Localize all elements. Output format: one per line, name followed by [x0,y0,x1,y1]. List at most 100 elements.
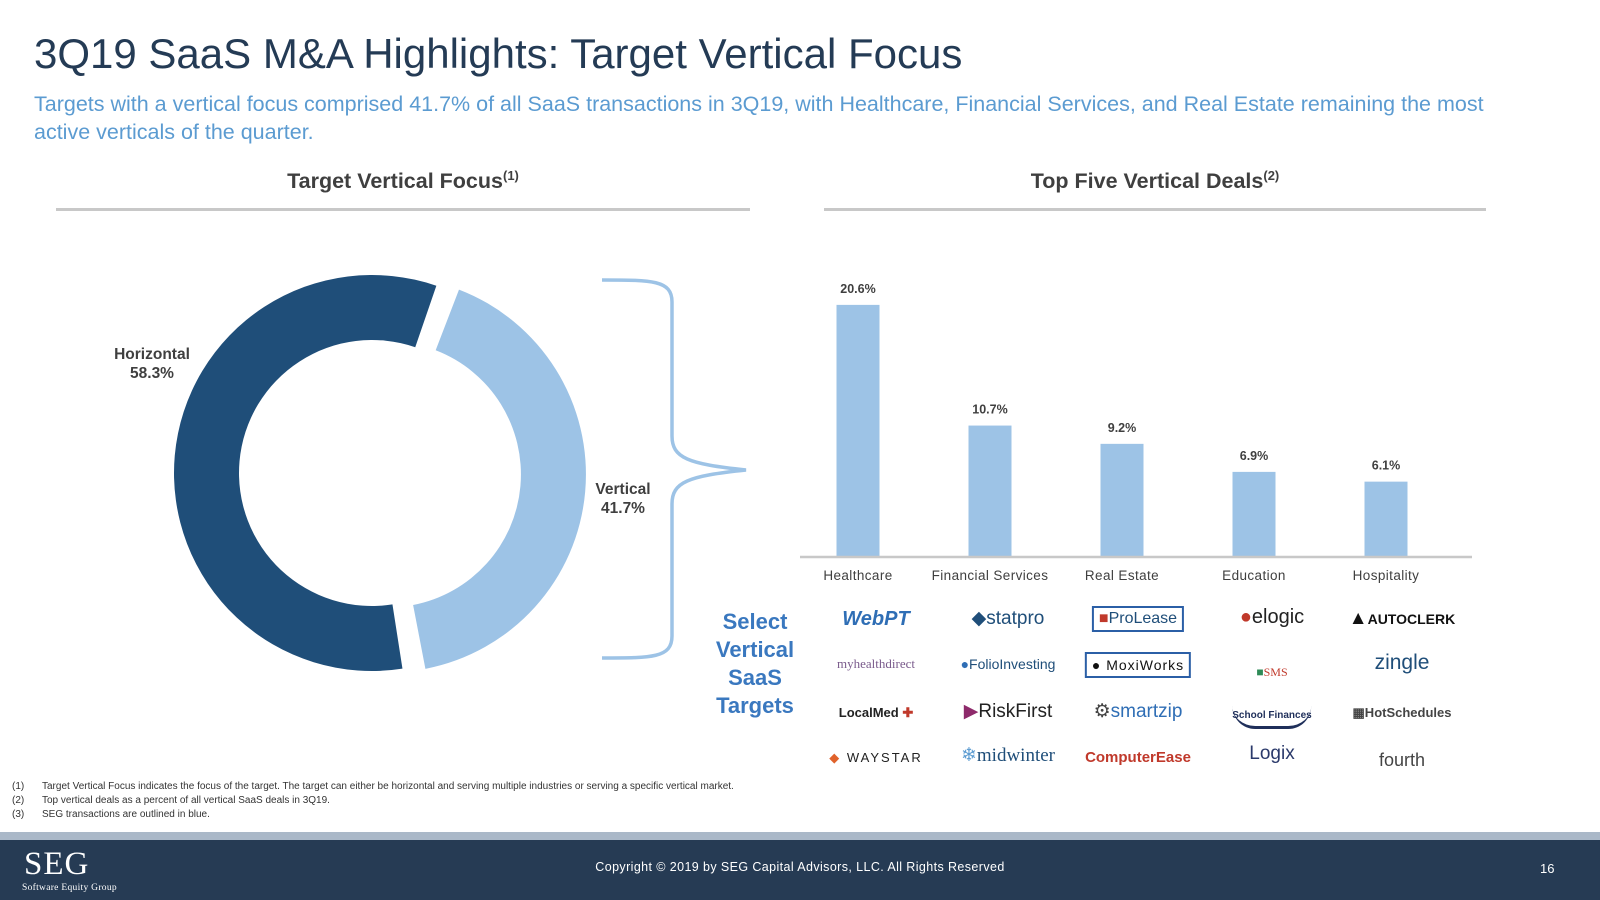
horizontal-slice-value: 58.3% [130,365,174,382]
autoclerk-logo: ▲AUTOCLERK [1349,609,1455,629]
donut-slice-vertical [413,289,586,669]
page-subtitle: Targets with a vertical focus comprised … [34,92,1484,144]
sms-blocks-icon: ■ [1256,665,1264,679]
vertical-slice-name: Vertical [595,481,651,498]
footnote-1: (1) Target Vertical Focus indicates the f… [12,780,734,794]
riskfirst-arrow-icon: ▶ [963,701,979,722]
folio-circle-icon: ● [960,656,970,672]
smartzip-logo-text: smartzip [1110,701,1183,722]
bar-chart: 20.6% Healthcare 10.7% Financial Services 9.… [800,282,1472,583]
horizontal-slice-label: Horizontal 58.3% [92,345,212,383]
autoclerk-logo-text: AUTOCLERK [1367,611,1456,627]
select-targets-label: Select Vertical SaaS Targets [715,609,795,718]
page-number: 16 [1540,861,1555,876]
elogic-logo: ●elogic [1240,607,1304,627]
footer-band [0,832,1600,840]
elogic-apple-icon: ● [1239,606,1252,628]
vertical-slice-value: 41.7% [601,500,645,517]
footnote-3: (3) SEG transactions are outlined in blue… [12,808,734,822]
hotschedules-grid-icon: ▦ [1352,705,1365,720]
moxiworks-circle-icon: ● [1091,657,1102,673]
sms-logo-text: SMS [1263,665,1288,679]
statpro-logo: ◆statpro [972,609,1045,629]
smartzip-logo: ⚙smartzip [1094,702,1183,722]
donut-slices [174,274,586,671]
computerease-logo: ComputerEase [1085,749,1191,766]
footnote-text: Target Vertical Focus indicates the focu… [42,781,734,792]
webpt-logo: WebPT [842,608,910,630]
donut-section-title-text: Target Vertical Focus [287,169,503,194]
localmed-logo: LocalMed ✚ [839,703,914,723]
category-label: Education [1222,568,1286,583]
category-label: Financial Services [932,568,1049,583]
waystar-star-icon: ◆ [829,750,842,765]
prolease-logo: ■ProLease [1091,606,1185,632]
fourth-logo: fourth [1378,750,1426,770]
bar-value-label: 6.9% [1240,449,1269,463]
folio-logo-text: FolioInvesting [969,656,1056,672]
folio-logo: ●FolioInvesting [961,654,1056,674]
horizontal-slice-name: Horizontal [114,346,190,363]
footnote-2: (2) Top vertical deals as a percent of al… [12,794,734,808]
footnote-number: (1) [12,781,25,792]
curly-brace-path [601,278,747,660]
vertical-slice-label: Vertical 41.7% [568,480,678,518]
bar-hospitality [1364,481,1408,556]
hotschedules-logo-text: HotSchedules [1364,705,1452,720]
myhealthdirect-logo: myhealthdirect [837,656,915,671]
bar-financial-services [968,425,1012,556]
bar-value-label: 9.2% [1108,421,1137,435]
bar-real-estate [1100,443,1144,556]
footnote-number: (3) [12,809,25,820]
footnote-text: SEG transactions are outlined in blue. [42,809,210,820]
bar-section-title-text: Top Five Vertical Deals [1030,169,1264,194]
category-label: Real Estate [1085,568,1159,583]
donut-chart [174,274,586,671]
midwinter-logo-text: midwinter [976,745,1056,766]
bar-section-rule [824,208,1486,211]
seg-tagline: Software Equity Group [22,883,117,893]
bar-education [1232,471,1276,556]
bar-value-label: 6.1% [1372,459,1401,473]
snowflake-icon: ❄ [960,745,977,766]
hotschedules-logo: ▦HotSchedules [1353,703,1452,723]
donut-section-title: Target Vertical Focus(1) [56,168,750,194]
curly-brace [601,278,747,660]
copyright-text: Copyright © 2019 by SEG Capital Advisors… [595,860,1005,874]
midwinter-logo: ❄midwinter [961,746,1055,766]
moxiworks-logo-text: MoxiWorks [1106,657,1185,673]
prolease-logo-text: ProLease [1108,610,1178,627]
donut-slice-horizontal [174,274,437,671]
prolease-mark-icon: ■ [1098,610,1109,627]
riskfirst-logo: ▶RiskFirst [964,702,1053,722]
school-finances-logo: School Finances [1232,706,1312,729]
zingle-logo: zingle [1374,651,1430,674]
category-label: Healthcare [823,568,892,583]
page-title: 3Q19 SaaS M&A Highlights: Target Vertica… [34,30,963,77]
bar-value-label: 20.6% [840,282,875,296]
bar-healthcare [836,304,880,556]
waystar-logo-text: WAYSTAR [846,750,923,765]
donut-section-rule [56,208,750,211]
statpro-diamond-icon: ◆ [971,608,987,629]
bar-section-footnote-ref: (2) [1263,168,1280,183]
riskfirst-logo-text: RiskFirst [978,701,1053,722]
bar-value-label: 10.7% [972,403,1007,417]
logix-logo: Logix [1249,743,1295,764]
waystar-logo: ◆ WAYSTAR [829,748,923,768]
footer-bar [0,840,1600,900]
footnote-text: Top vertical deals as a percent of all v… [42,795,330,806]
sms-logo: ■SMS [1256,662,1287,682]
smartzip-gear-icon: ⚙ [1093,701,1111,722]
footnotes: (1) Target Vertical Focus indicates the f… [12,780,734,822]
bar-section-title: Top Five Vertical Deals(2) [824,168,1486,194]
localmed-logo-text: LocalMed [838,705,899,720]
donut-section-footnote-ref: (1) [502,168,519,183]
category-label: Hospitality [1353,568,1420,583]
seg-logo: SEG [24,846,90,882]
autoclerk-a-icon: ▲ [1348,608,1368,629]
moxiworks-logo: ● MoxiWorks [1084,652,1192,678]
medical-cross-icon: ✚ [902,705,914,720]
footnote-number: (2) [12,795,25,806]
statpro-logo-text: statpro [986,608,1045,629]
